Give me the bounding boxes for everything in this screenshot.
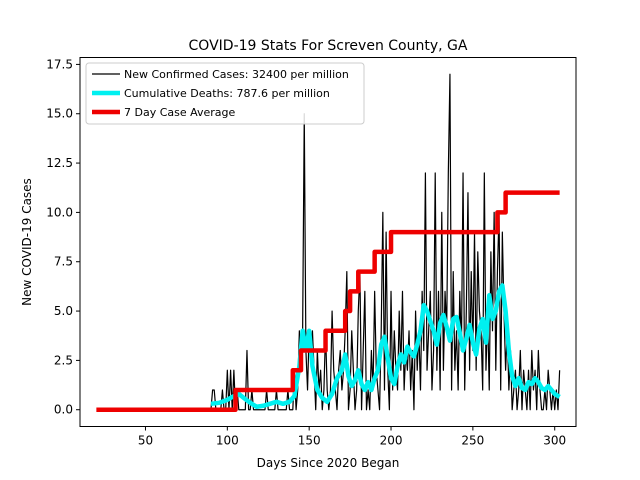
x-tick-label: 150: [298, 434, 321, 448]
y-tick-label: 17.5: [46, 57, 73, 71]
x-tick-label: 100: [216, 434, 239, 448]
series-layer: [96, 73, 561, 412]
series-line-7day-average: [96, 190, 560, 412]
plot-area: 50 100 150 200 250 300 0.0 2.5 5.0 7.5 10.0 12.5 15…: [46, 57, 577, 448]
chart-title: COVID-19 Stats For Screven County, GA: [189, 38, 468, 54]
series-line-new-cases: [210, 73, 561, 411]
legend-label-cumulative-deaths: Cumulative Deaths: 787.6 per million: [124, 87, 330, 100]
x-axis-label: Days Since 2020 Began: [257, 456, 400, 470]
y-tick-label: 7.5: [54, 255, 73, 269]
legend-label-7day-average: 7 Day Case Average: [124, 106, 236, 119]
legend-label-new-cases: New Confirmed Cases: 32400 per million: [124, 68, 349, 81]
x-tick-label: 200: [380, 434, 403, 448]
axes-frame: [79, 57, 577, 427]
legend: New Confirmed Cases: 32400 per million C…: [85, 62, 365, 125]
series-line-cumulative-deaths: [210, 283, 561, 410]
y-axis-label: New COVID-19 Cases: [20, 178, 34, 306]
y-tick-label: 0.0: [54, 403, 73, 417]
y-axis-ticks: 0.0 2.5 5.0 7.5 10.0 12.5 15.0 17.5: [46, 57, 80, 417]
y-tick-label: 5.0: [54, 304, 73, 318]
x-tick-label: 50: [138, 434, 153, 448]
x-tick-label: 300: [543, 434, 566, 448]
x-tick-label: 250: [461, 434, 484, 448]
y-tick-label: 12.5: [46, 156, 73, 170]
y-tick-label: 15.0: [46, 107, 73, 121]
legend-box: [85, 62, 365, 125]
y-tick-label: 10.0: [46, 205, 73, 219]
y-tick-label: 2.5: [54, 353, 73, 367]
x-axis-ticks: 50 100 150 200 250 300: [138, 426, 566, 448]
